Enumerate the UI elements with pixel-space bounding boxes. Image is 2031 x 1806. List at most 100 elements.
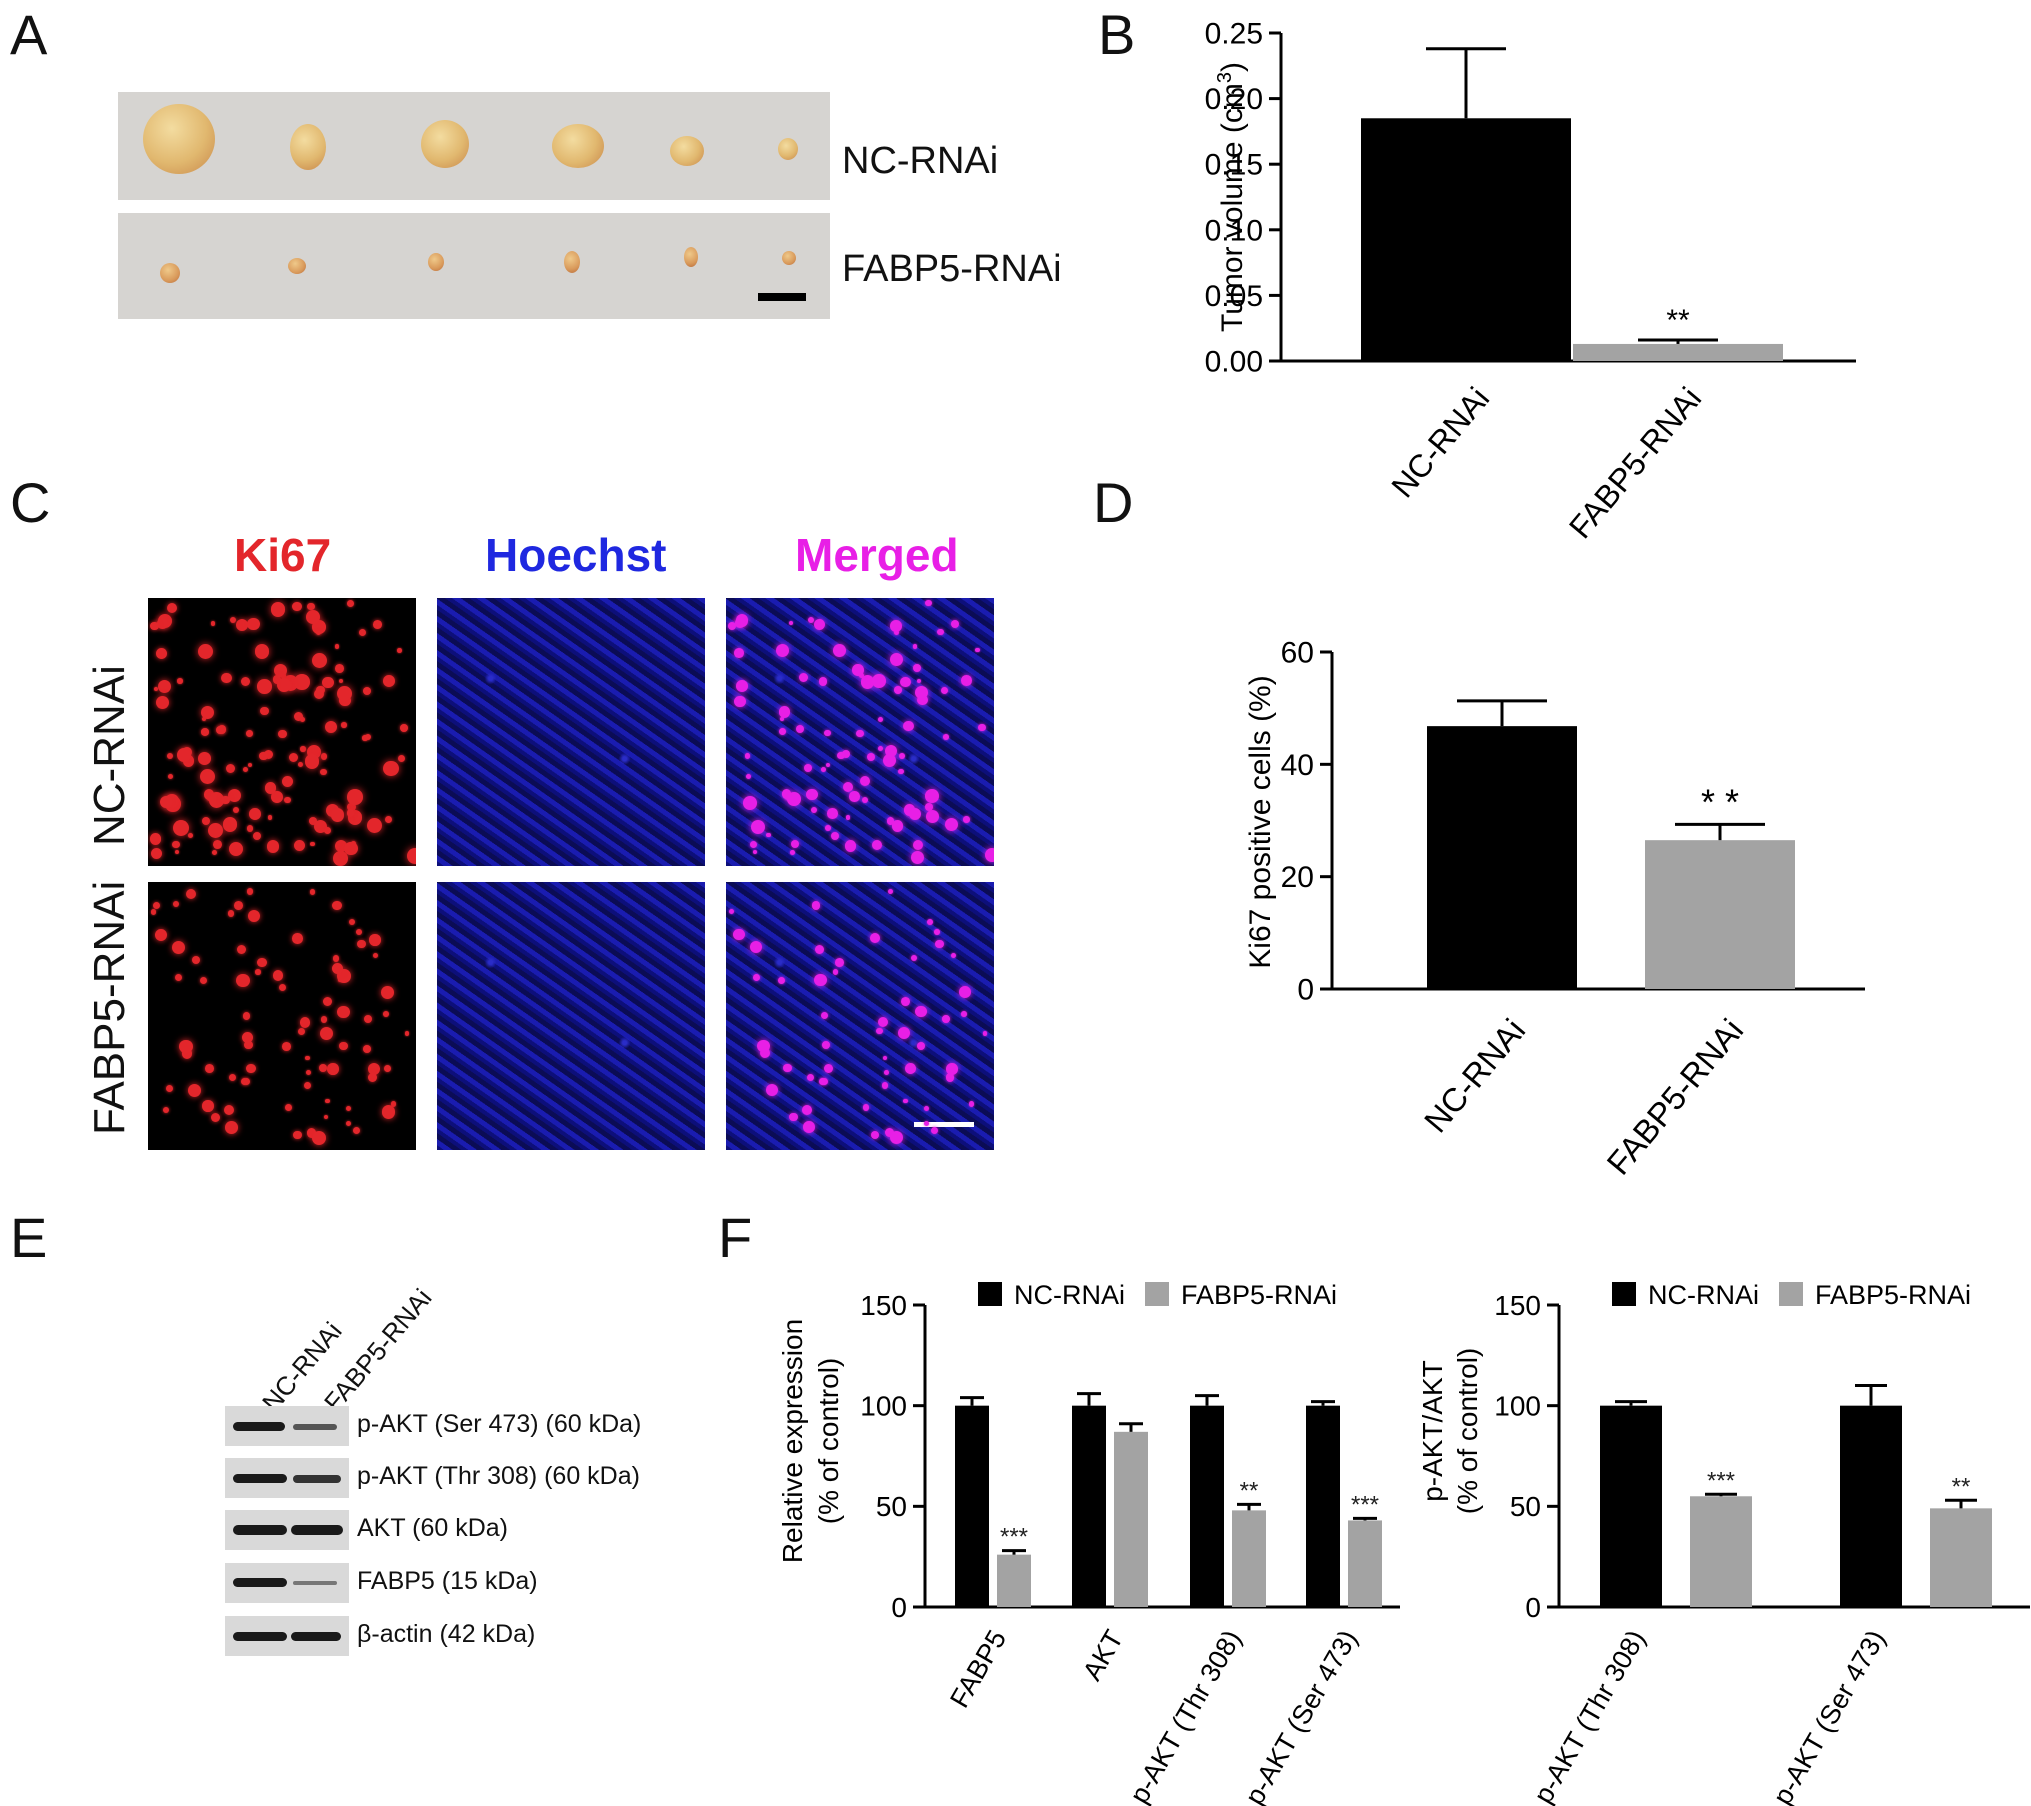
nucleus-dot — [223, 1104, 235, 1116]
nucleus-dot — [233, 901, 243, 911]
nucleus-dot — [779, 728, 787, 736]
nucleus-dot — [308, 817, 317, 826]
nucleus-dot — [200, 976, 208, 985]
nucleus-dot — [306, 1128, 317, 1138]
nucleus-dot — [322, 676, 334, 689]
band-label: p-AKT (Ser 473) (60 kDa) — [357, 1410, 642, 1438]
nucleus-dot — [339, 1041, 348, 1051]
nucleus-dot — [833, 969, 839, 975]
nucleus-dot — [212, 840, 222, 850]
nucleus-dot — [858, 672, 865, 679]
y-axis-label-close: ) — [1216, 62, 1249, 72]
y-tick-label: 0 — [891, 1592, 907, 1623]
y-tick-label: 40 — [1281, 749, 1314, 782]
y-tick-label: 20 — [1281, 861, 1314, 894]
nucleus-dot — [202, 716, 207, 722]
nucleus-dot — [801, 1104, 812, 1115]
nucleus-dot — [267, 815, 273, 821]
nucleus-dot — [281, 775, 294, 787]
nucleus-dot — [799, 672, 809, 682]
nucleus-dot — [278, 729, 287, 739]
nucleus-dot — [870, 933, 880, 943]
nucleus-dot — [242, 1011, 251, 1020]
nucleus-dot — [208, 792, 225, 808]
nucleus-dot — [884, 744, 898, 758]
y-tick-label: 100 — [860, 1390, 907, 1421]
nucleus-dot — [790, 840, 799, 849]
nucleus-dot — [882, 1055, 888, 1061]
significance-marker: ** — [1952, 1473, 1971, 1500]
tumor-photo-nc — [118, 92, 830, 200]
nucleus-dot — [346, 1106, 352, 1112]
nucleus-dot — [341, 722, 347, 728]
nucleus-dot — [383, 1011, 390, 1018]
nucleus-dot — [935, 939, 944, 948]
nucleus-dot — [978, 723, 986, 731]
nucleus-dot — [294, 839, 306, 851]
nucleus-dot — [877, 1016, 888, 1028]
nucleus-dot — [152, 901, 160, 909]
nucleus-dot — [325, 1098, 330, 1104]
panel-letter-b: B — [1098, 3, 1136, 66]
bar — [955, 1405, 989, 1607]
nucleus-dot — [172, 900, 180, 908]
panel-letter-e: E — [10, 1206, 48, 1269]
nucleus-dot — [917, 1041, 926, 1050]
nucleus-dot — [325, 720, 338, 733]
nucleus-dot — [314, 689, 325, 700]
nucleus-dot — [923, 1121, 929, 1127]
nucleus-dot — [304, 754, 320, 769]
nucleus-dot — [323, 1114, 328, 1119]
nucleus-dot — [222, 817, 238, 832]
nucleus-dot — [320, 768, 327, 775]
nucleus-dot — [832, 644, 846, 658]
tumor — [288, 258, 306, 274]
nucleus-dot — [266, 840, 280, 854]
nucleus-dot — [951, 619, 960, 629]
nucleus-dot — [735, 618, 746, 628]
nucleus-dot — [775, 644, 789, 658]
nucleus-dot — [886, 817, 895, 825]
y-tick-label: 100 — [1494, 1390, 1541, 1421]
nucleus-dot — [347, 802, 356, 812]
nucleus-dot — [312, 620, 326, 634]
band — [233, 1422, 285, 1431]
column-title-hoechst: Hoechst — [485, 529, 667, 581]
nucleus-dot — [347, 600, 355, 607]
nucleus-dot — [259, 751, 268, 760]
nucleus-dot — [884, 1128, 894, 1138]
nucleus-dot — [765, 1084, 778, 1097]
nucleus-dot — [165, 1085, 174, 1093]
nucleus-dot — [734, 648, 745, 659]
band-label: β-actin (42 kDa) — [357, 1620, 536, 1648]
nucleus-dot — [910, 955, 917, 962]
nucleus-dot — [778, 706, 791, 718]
nucleus-dot — [334, 644, 339, 649]
nucleus-dot — [274, 664, 288, 678]
nucleus-dot — [309, 889, 315, 895]
band — [293, 1424, 337, 1430]
bar — [1348, 1520, 1382, 1607]
nucleus-dot — [246, 888, 254, 895]
nucleus-dot — [228, 788, 242, 802]
nucleus-dot — [330, 807, 345, 822]
band-label: p-AKT (Thr 308) (60 kDa) — [357, 1462, 640, 1490]
nucleus-dot — [352, 1126, 361, 1135]
row-label-fabp5: FABP5-RNAi — [842, 248, 1062, 290]
nucleus-dot — [942, 1014, 950, 1023]
x-tick-label: NC-RNAi — [1384, 380, 1496, 504]
bar — [1427, 726, 1577, 989]
nucleus-dot — [207, 822, 224, 839]
nucleus-dot — [806, 1073, 814, 1081]
nucleus-dot — [303, 1082, 311, 1090]
y-axis-label: p-AKT/AKT — [1417, 1360, 1448, 1502]
nucleus-dot — [842, 781, 854, 793]
nucleus-dot — [806, 788, 818, 801]
nucleus-dot — [313, 820, 327, 834]
nucleus-dot — [363, 1045, 371, 1054]
bar — [1114, 1431, 1148, 1607]
nucleus-dot — [803, 1121, 815, 1134]
significance-marker: *** — [1000, 1524, 1028, 1551]
nucleus-dot — [911, 851, 925, 865]
nucleus-dot — [233, 806, 240, 813]
